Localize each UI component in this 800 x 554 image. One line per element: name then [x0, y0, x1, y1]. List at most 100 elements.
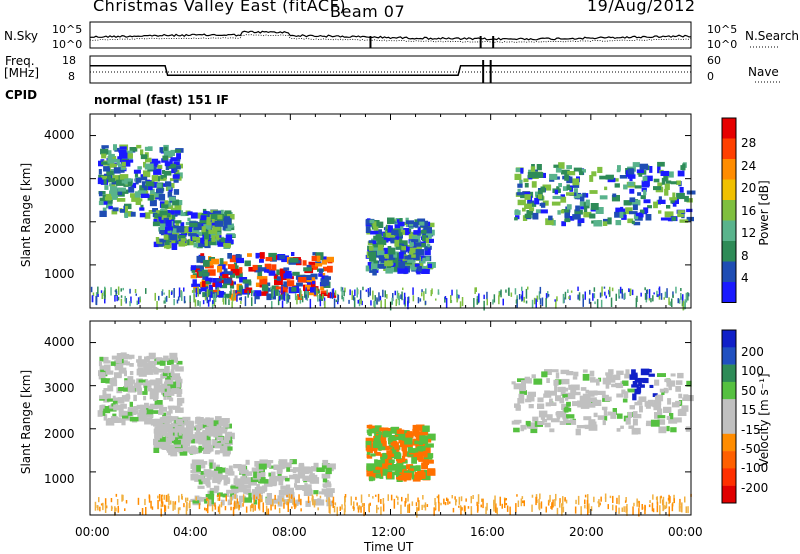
echo-cell — [176, 393, 182, 397]
ground-scatter — [682, 294, 684, 304]
echo-cell — [244, 260, 251, 267]
echo-cell — [157, 388, 161, 393]
echo-cell — [591, 171, 597, 177]
ground-scatter — [306, 291, 309, 301]
ground-scatter — [104, 286, 106, 291]
ground-scatter — [352, 506, 354, 509]
echo-cell — [204, 234, 210, 241]
echo-cell — [370, 453, 376, 457]
echo-cell — [427, 469, 436, 476]
echo-cell — [113, 144, 117, 151]
echo-cell — [402, 455, 406, 462]
echo-cell — [173, 165, 181, 170]
ground-scatter — [545, 293, 548, 299]
echo-cell — [159, 210, 163, 217]
ground-scatter — [459, 505, 462, 510]
echo-cell — [620, 208, 626, 213]
echo-cell — [137, 166, 142, 170]
ground-scatter — [148, 495, 151, 503]
echo-cell — [385, 455, 389, 462]
echo-cell — [167, 191, 173, 198]
echo-cell — [139, 185, 147, 192]
echo-cell — [201, 226, 206, 233]
echo-cell — [284, 462, 292, 469]
ground-scatter — [115, 493, 118, 497]
echo-cell — [116, 353, 123, 359]
ground-scatter — [656, 501, 659, 506]
ground-scatter — [629, 288, 632, 296]
ground-scatter — [648, 289, 651, 299]
ground-scatter — [664, 291, 667, 298]
ground-scatter — [515, 299, 518, 304]
ground-scatter — [680, 288, 682, 292]
ground-scatter — [114, 506, 116, 516]
echo-cell — [175, 376, 182, 381]
echo-cell — [277, 276, 287, 281]
echo-cell — [675, 380, 683, 385]
echo-cell — [154, 431, 163, 439]
echo-cell — [578, 169, 586, 173]
echo-cell — [129, 401, 133, 407]
echo-cell — [388, 435, 396, 440]
echo-cell — [599, 175, 606, 180]
vel-ytick-2000: 2000 — [44, 427, 75, 441]
echo-cell — [105, 193, 112, 201]
ground-scatter — [341, 289, 343, 297]
echo-cell — [513, 383, 522, 390]
echo-cell — [659, 388, 665, 393]
echo-cell — [382, 453, 388, 458]
echo-cell — [225, 234, 233, 242]
echo-cell — [580, 206, 587, 210]
ground-scatter — [115, 290, 118, 295]
echo-cell — [165, 163, 170, 170]
echo-cell — [669, 197, 677, 201]
ground-scatter — [337, 301, 339, 305]
ground-scatter — [179, 507, 181, 511]
ground-scatter — [500, 289, 502, 298]
ground-scatter — [230, 289, 232, 292]
ground-scatter — [458, 294, 460, 299]
echo-cell — [144, 163, 154, 170]
power-cbar-tick-20: 20 — [741, 181, 757, 195]
echo-cell — [224, 293, 233, 298]
echo-cell — [657, 419, 666, 425]
echo-cell — [209, 222, 214, 226]
ground-scatter — [116, 499, 119, 505]
echo-cell — [623, 391, 629, 399]
ground-scatter — [485, 506, 487, 514]
echo-cell — [395, 466, 403, 473]
echo-cell — [224, 216, 231, 220]
echo-cell — [101, 153, 107, 159]
echo-cell — [207, 269, 216, 276]
ground-scatter — [618, 289, 620, 299]
echo-cell — [188, 434, 198, 439]
echo-cell — [652, 402, 657, 408]
echo-cell — [607, 378, 616, 383]
ground-scatter — [97, 294, 99, 297]
echo-cell — [577, 219, 582, 227]
echo-cell — [188, 233, 197, 237]
echo-cell — [668, 171, 674, 178]
echo-cell — [298, 462, 305, 469]
echo-cell — [167, 431, 173, 437]
echo-cell — [227, 214, 235, 220]
echo-cell — [409, 468, 414, 473]
ground-scatter — [286, 494, 288, 497]
ground-scatter — [300, 498, 302, 506]
echo-cell — [134, 191, 141, 198]
ground-scatter — [307, 496, 310, 503]
echo-cell — [104, 358, 108, 364]
echo-cell — [628, 411, 633, 418]
echo-cell — [221, 475, 228, 480]
echo-cell — [316, 467, 325, 472]
echo-cell — [579, 171, 584, 176]
echo-cell — [159, 238, 166, 243]
echo-cell — [277, 501, 283, 507]
echo-cell — [155, 210, 160, 214]
ground-scatter — [461, 297, 464, 307]
ground-scatter — [157, 500, 159, 510]
ground-scatter — [101, 292, 103, 299]
ground-scatter — [252, 290, 255, 293]
echo-cell — [372, 221, 377, 227]
echo-cell — [170, 239, 176, 244]
